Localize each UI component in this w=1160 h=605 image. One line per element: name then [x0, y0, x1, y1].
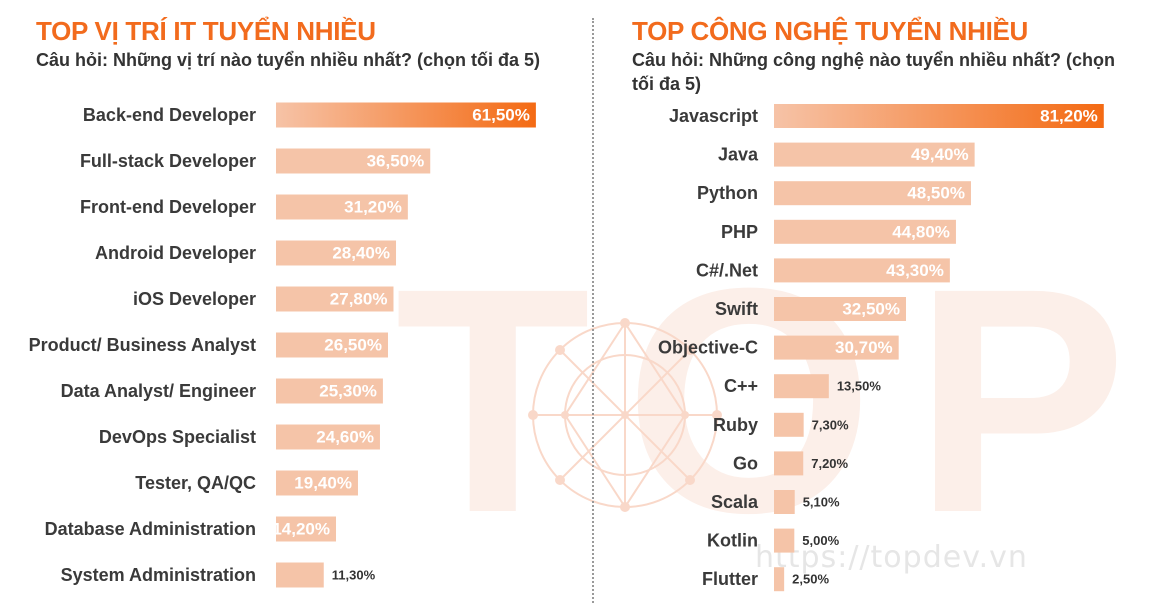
bar-back-end-developer: [276, 102, 536, 128]
bar-go: [774, 451, 804, 476]
category-label-back-end-developer: Back-end Developer: [83, 105, 256, 125]
bar-java: [774, 142, 975, 167]
bar-android-developer: [276, 240, 397, 266]
category-label-php: PHP: [721, 222, 758, 242]
category-label-c: C++: [724, 376, 758, 396]
category-label-scala: Scala: [711, 492, 759, 512]
category-label-javascript: Javascript: [669, 106, 758, 126]
watermark-network-sphere-icon: [528, 318, 722, 512]
chart-subtitle-technologies: Câu hỏi: Những công nghệ nào tuyển nhiều…: [632, 50, 1115, 94]
value-label-database-administration: 14,20%: [272, 520, 330, 539]
value-label-ruby: 7,30%: [812, 417, 849, 432]
category-label-flutter: Flutter: [702, 569, 758, 589]
category-label-go: Go: [733, 453, 758, 473]
category-label-product-business-analyst: Product/ Business Analyst: [29, 335, 256, 355]
bar-data-analyst-engineer: [276, 378, 383, 404]
value-label-c: 13,50%: [837, 379, 882, 394]
bar-ruby: [774, 412, 804, 437]
category-label-ios-developer: iOS Developer: [133, 289, 256, 309]
category-label-swift: Swift: [715, 299, 758, 319]
bar-c: [774, 374, 829, 399]
bar-full-stack-developer: [276, 148, 431, 174]
bar-python: [774, 181, 971, 206]
value-label-javascript: 81,20%: [1040, 107, 1098, 126]
value-label-product-business-analyst: 26,50%: [324, 336, 382, 355]
value-label-back-end-developer: 61,50%: [472, 106, 530, 125]
value-label-java: 49,40%: [911, 145, 969, 164]
value-label-kotlin: 5,00%: [802, 533, 839, 548]
bar-chart-technologies: Javascript 81,20% Java 49,40% Python 48,50% PH…: [658, 104, 1104, 592]
value-label-ios-developer: 27,80%: [330, 290, 388, 309]
bar-scala: [774, 490, 795, 514]
category-label-android-developer: Android Developer: [95, 243, 256, 263]
category-label-tester-qa-qc: Tester, QA/QC: [135, 473, 256, 493]
value-label-tester-qa-qc: 19,40%: [294, 474, 352, 493]
bar-product-business-analyst: [276, 332, 388, 358]
value-label-android-developer: 28,40%: [332, 244, 390, 263]
value-label-swift: 32,50%: [842, 300, 900, 319]
category-label-objective-c: Objective-C: [658, 338, 758, 358]
bar-flutter: [774, 567, 785, 592]
category-label-java: Java: [718, 145, 759, 165]
bar-php: [774, 219, 956, 244]
category-label-full-stack-developer: Full-stack Developer: [80, 151, 256, 171]
bar-ios-developer: [276, 286, 394, 312]
category-label-front-end-developer: Front-end Developer: [80, 197, 256, 217]
category-label-kotlin: Kotlin: [707, 531, 758, 551]
bar-front-end-developer: [276, 194, 408, 220]
value-label-python: 48,50%: [907, 184, 965, 203]
chart-title-positions: TOP VỊ TRÍ IT TUYỂN NHIỀU: [36, 16, 376, 46]
value-label-front-end-developer: 31,20%: [344, 198, 402, 217]
value-label-data-analyst-engineer: 25,30%: [319, 382, 377, 401]
category-label-ruby: Ruby: [713, 415, 758, 435]
category-label-c-net: C#/.Net: [696, 260, 758, 280]
bar-kotlin: [774, 528, 795, 553]
value-label-scala: 5,10%: [803, 495, 840, 510]
value-label-objective-c: 30,70%: [835, 338, 893, 357]
watermark-url: https://topdev.vn: [755, 540, 1028, 575]
value-label-full-stack-developer: 36,50%: [367, 152, 425, 171]
chart-title-technologies: TOP CÔNG NGHỆ TUYỂN NHIỀU: [632, 16, 1029, 46]
bar-swift: [774, 297, 906, 321]
category-label-devops-specialist: DevOps Specialist: [99, 427, 256, 447]
value-label-system-administration: 11,30%: [332, 568, 376, 583]
value-label-php: 44,80%: [892, 222, 950, 241]
bar-chart-positions: Back-end Developer 61,50% Full-stack Devel…: [29, 102, 536, 588]
chart-subtitle-positions: Câu hỏi: Những vị trí nào tuyển nhiều nh…: [36, 50, 541, 70]
category-label-data-analyst-engineer: Data Analyst/ Engineer: [61, 381, 256, 401]
panel-divider: [592, 18, 594, 603]
category-label-database-administration: Database Administration: [45, 519, 256, 539]
category-label-python: Python: [697, 183, 758, 203]
bar-javascript: [774, 104, 1104, 128]
value-label-flutter: 2,50%: [792, 572, 829, 587]
bar-devops-specialist: [276, 424, 380, 450]
bar-objective-c: [774, 335, 899, 360]
value-label-go: 7,20%: [811, 456, 848, 471]
bar-tester-qa-qc: [276, 470, 358, 496]
bar-database-administration: [276, 516, 337, 542]
value-label-devops-specialist: 24,60%: [316, 428, 374, 447]
value-label-c-net: 43,30%: [886, 261, 944, 280]
bar-c-net: [774, 258, 950, 283]
category-label-system-administration: System Administration: [61, 565, 256, 585]
bar-system-administration: [276, 562, 324, 588]
